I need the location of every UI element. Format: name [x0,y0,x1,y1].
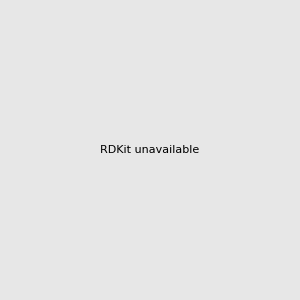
Text: RDKit unavailable: RDKit unavailable [100,145,200,155]
